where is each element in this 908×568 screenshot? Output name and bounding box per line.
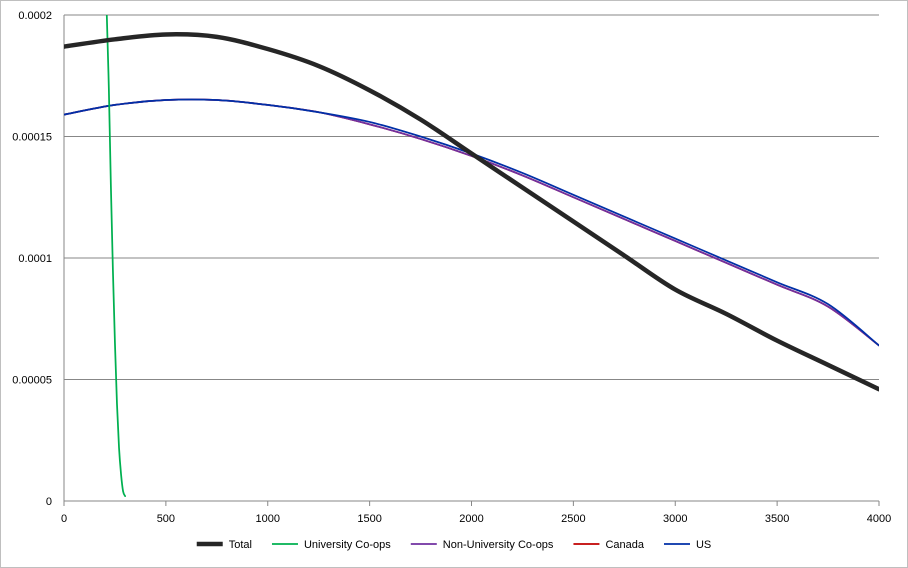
- x-tick-label: 3500: [765, 513, 789, 525]
- y-tick-label: 0.0001: [18, 253, 52, 265]
- legend-label-total: Total: [229, 539, 252, 551]
- series-line-university-co-ops: [105, 15, 127, 498]
- y-tick-label: 0.00015: [12, 132, 52, 144]
- y-tick-label: 0.00005: [12, 375, 52, 387]
- x-tick-label: 0: [61, 513, 67, 525]
- x-tick-label: 1000: [256, 513, 280, 525]
- legend-label-non-university-co-ops: Non-University Co-ops: [443, 539, 554, 551]
- x-tick-label: 500: [157, 513, 175, 525]
- x-tick-label: 4000: [867, 513, 891, 525]
- x-tick-label: 3000: [663, 513, 687, 525]
- legend-label-us: US: [696, 539, 711, 551]
- legend-label-canada: Canada: [605, 539, 644, 551]
- x-tick-label: 2500: [561, 513, 585, 525]
- y-tick-label: 0: [46, 496, 52, 508]
- x-tick-label: 1500: [357, 513, 381, 525]
- series-line-total: [64, 32, 879, 392]
- x-tick-label: 2000: [459, 513, 483, 525]
- y-tick-label: 0.0002: [18, 10, 52, 22]
- legend-label-university-co-ops: University Co-ops: [304, 539, 391, 551]
